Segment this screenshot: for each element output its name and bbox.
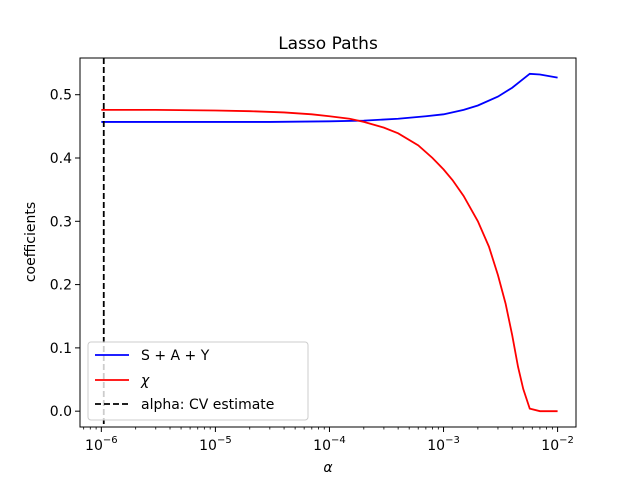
x-tick-label: 10−3	[427, 435, 460, 454]
y-tick-label: 0.2	[50, 278, 72, 294]
y-tick-label: 0.0	[50, 404, 72, 420]
legend-label-cv-estimate: alpha: CV estimate	[141, 397, 274, 413]
x-tick-label: 10−5	[199, 435, 232, 454]
chart-title: Lasso Paths	[278, 34, 378, 54]
x-axis-label: α	[323, 460, 333, 476]
legend: S + A + Y χ alpha: CV estimate	[87, 341, 309, 421]
y-axis-label: coefficients	[23, 202, 39, 282]
y-tick-label: 0.5	[50, 88, 72, 104]
x-tick-label: 10−2	[541, 435, 574, 454]
x-tick-label: 10−6	[85, 435, 118, 454]
y-tick-label: 0.1	[50, 341, 72, 357]
series-line-s-a-y	[101, 72, 558, 123]
y-tick-label: 0.3	[50, 214, 72, 230]
y-tick-label: 0.4	[50, 151, 72, 167]
plot-frame	[79, 57, 577, 428]
series-line-chi	[101, 109, 558, 413]
y-axis-ticks: 0.0 0.1 0.2 0.3 0.4 0.5	[50, 88, 80, 420]
x-tick-label: 10−4	[313, 435, 346, 454]
legend-box	[87, 341, 309, 421]
legend-label-chi: χ	[140, 373, 150, 389]
legend-label-s-a-y: S + A + Y	[141, 348, 210, 364]
